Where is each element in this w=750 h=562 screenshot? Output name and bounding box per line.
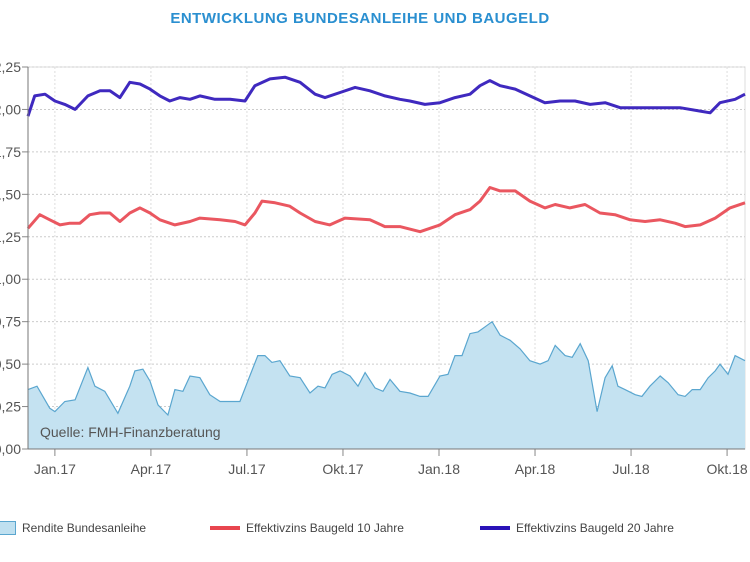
y-tick-label: 2,00 [0,101,21,117]
legend-label: Effektivzins Baugeld 20 Jahre [516,521,674,535]
series-line-bundesanleihe [27,320,746,417]
chart-title: ENTWICKLUNG BUNDESANLEIHE UND BAUGELD [170,10,550,27]
chart-plot: 0,00 0,25 0,50 0,75 1,00 1,25 1,50 1,75 2,00 2,25… [0,59,748,477]
x-tick-label: Jul.17 [228,461,266,477]
series-line-baugeld-10 [26,186,746,234]
legend-label: Rendite Bundesanleihe [22,521,147,535]
x-tick-label: Apr.17 [131,461,172,477]
series-line-baugeld-20 [26,75,746,117]
legend-item-bundesanleihe[interactable]: Rendite Bundesanleihe [0,521,146,535]
x-tick-label: Jan.17 [34,461,76,477]
source-note: Quelle: FMH-Finanzberatung [40,424,221,440]
legend-swatch-red [210,526,240,530]
legend: Rendite Bundesanleihe Effektivzins Bauge… [0,521,750,541]
y-tick-label: 0,50 [0,356,21,372]
x-tick-label: Okt.17 [322,461,363,477]
x-tick-label: Jul.18 [612,461,650,477]
x-tick-label: Okt.18 [706,461,747,477]
legend-item-baugeld-10[interactable]: Effektivzins Baugeld 10 Jahre [210,521,404,535]
series-marks [26,75,746,449]
legend-swatch-area [0,521,16,535]
y-tick-label: 0,00 [0,441,21,457]
x-tick-label: Jan.18 [418,461,460,477]
y-tick-label: 1,00 [0,271,21,287]
legend-item-baugeld-20[interactable]: Effektivzins Baugeld 20 Jahre [480,521,674,535]
y-tick-label: 2,25 [0,59,21,75]
y-tick-label: 0,25 [0,399,21,415]
x-tick-label: Apr.18 [515,461,556,477]
axes: 0,00 0,25 0,50 0,75 1,00 1,25 1,50 1,75 2,00 2,25… [0,59,748,477]
y-tick-label: 0,75 [0,314,21,330]
y-tick-label: 1,25 [0,229,21,245]
legend-label: Effektivzins Baugeld 10 Jahre [246,521,404,535]
legend-swatch-blue [480,526,510,530]
y-tick-label: 1,50 [0,186,21,202]
y-tick-label: 1,75 [0,144,21,160]
